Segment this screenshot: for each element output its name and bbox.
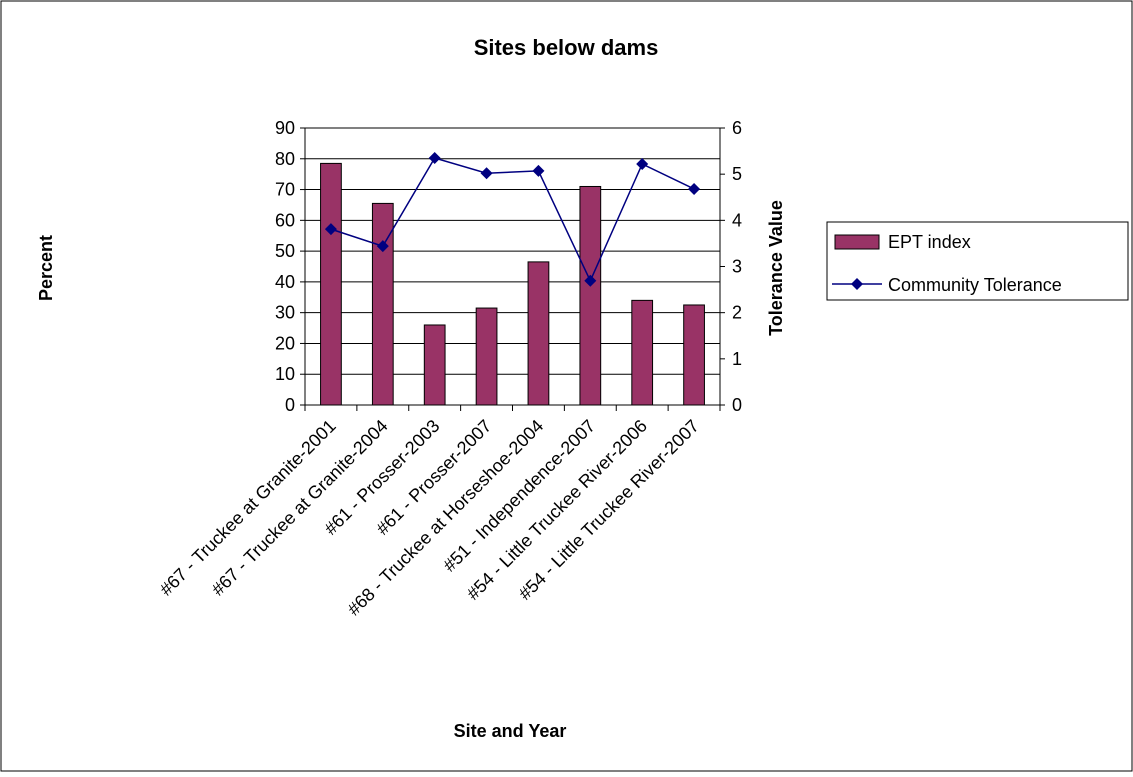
y-tick-label: 90 xyxy=(275,118,295,138)
bar xyxy=(475,307,498,406)
y-tick-label: 0 xyxy=(285,395,295,415)
line-marker xyxy=(584,274,597,287)
legend-swatch xyxy=(834,234,880,250)
line-marker xyxy=(532,164,545,177)
y2-tick-label: 3 xyxy=(732,257,742,277)
y2-axis-label: Tolerance Value xyxy=(766,200,786,336)
chart-title: Sites below dams xyxy=(474,35,659,60)
y-tick-label: 70 xyxy=(275,180,295,200)
line-marker xyxy=(480,167,493,180)
y-tick-label: 20 xyxy=(275,333,295,353)
y-tick-label: 30 xyxy=(275,303,295,323)
legend-label: EPT index xyxy=(888,232,971,252)
bar xyxy=(527,261,550,406)
legend-label: Community Tolerance xyxy=(888,275,1062,295)
y2-tick-label: 2 xyxy=(732,303,742,323)
line-marker xyxy=(324,223,337,236)
line-marker xyxy=(376,240,389,253)
y2-tick-label: 4 xyxy=(732,210,742,230)
y2-tick-label: 0 xyxy=(732,395,742,415)
line-marker xyxy=(688,182,701,195)
bar xyxy=(423,324,446,406)
y-tick-label: 50 xyxy=(275,241,295,261)
y-tick-label: 80 xyxy=(275,149,295,169)
x-axis-label: Site and Year xyxy=(454,721,567,741)
legend-marker xyxy=(851,278,863,290)
y-tick-label: 10 xyxy=(275,364,295,384)
line-marker xyxy=(428,152,441,165)
y-tick-label: 40 xyxy=(275,272,295,292)
legend-box xyxy=(826,221,1129,301)
bar xyxy=(683,304,705,406)
bar xyxy=(631,299,654,406)
y2-tick-label: 6 xyxy=(732,118,742,138)
line-marker xyxy=(636,158,649,171)
y2-tick-label: 5 xyxy=(732,164,742,184)
y-axis-label: Percent xyxy=(36,235,56,301)
bar xyxy=(320,162,342,406)
y2-tick-label: 1 xyxy=(732,349,742,369)
line xyxy=(330,157,695,283)
bar xyxy=(579,185,602,406)
y-tick-label: 60 xyxy=(275,210,295,230)
